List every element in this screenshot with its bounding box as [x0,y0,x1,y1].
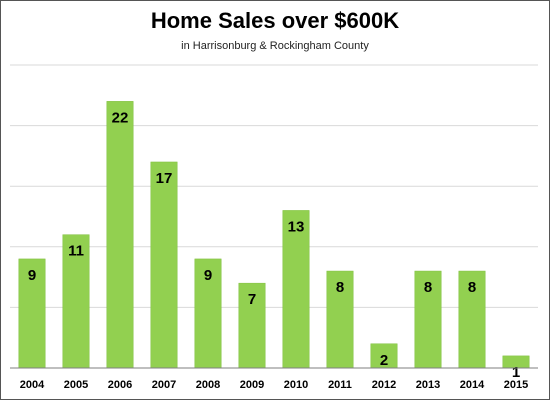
bar [62,234,90,369]
bar [194,258,222,369]
x-tick-label: 2013 [416,379,440,391]
bar [370,343,398,369]
data-label: 11 [68,243,84,260]
bar [106,101,134,369]
bar [414,270,442,369]
chart-subtitle: in Harrisonburg & Rockingham County [181,40,369,52]
x-tick-label: 2005 [64,379,88,391]
bar [282,210,310,369]
x-tick-label: 2014 [460,379,485,391]
bar [18,258,46,369]
x-tick-label: 2006 [108,379,132,391]
data-label: 9 [28,267,36,284]
x-tick-label: 2010 [284,379,308,391]
data-label: 17 [156,170,173,187]
data-label: 8 [468,279,476,296]
x-tick-label: 2011 [328,379,352,391]
x-tick-label: 2008 [196,379,220,391]
x-tick-label: 2012 [372,379,396,391]
bar [238,282,266,369]
data-label: 1 [512,364,520,381]
data-label: 9 [204,267,212,284]
data-label: 22 [112,109,129,126]
x-tick-label: 2007 [152,379,176,391]
data-label: 13 [288,218,305,235]
x-tick-label: 2009 [240,379,264,391]
data-label: 8 [336,279,344,296]
bar [458,270,486,369]
x-tick-label: 2004 [20,379,45,391]
data-label: 8 [424,279,432,296]
bar [326,270,354,369]
data-label: 7 [248,291,256,308]
chart-title: Home Sales over $600K [150,8,400,33]
x-tick-label: 2015 [504,379,528,391]
data-label: 2 [380,352,388,369]
bar [150,161,178,369]
